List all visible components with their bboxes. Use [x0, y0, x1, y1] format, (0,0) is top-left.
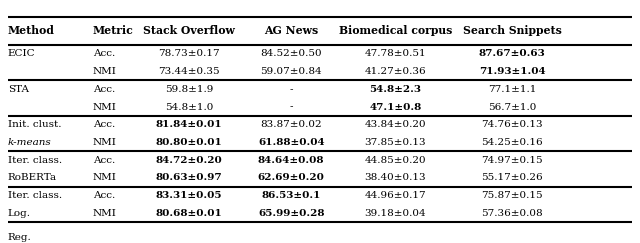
Text: Iter. class.: Iter. class.	[8, 191, 62, 200]
Text: -: -	[289, 85, 293, 94]
Text: 71.93±1.04: 71.93±1.04	[479, 67, 545, 76]
Text: 81.84±0.01: 81.84±0.01	[156, 120, 222, 129]
Text: 75.87±0.15: 75.87±0.15	[481, 191, 543, 200]
Text: 57.36±0.08: 57.36±0.08	[481, 209, 543, 218]
Text: 74.97±0.15: 74.97±0.15	[481, 156, 543, 165]
Text: Init. clust.: Init. clust.	[8, 120, 61, 129]
Text: Acc.: Acc.	[93, 85, 115, 94]
Text: 55.17±0.26: 55.17±0.26	[481, 174, 543, 182]
Text: 77.1±1.1: 77.1±1.1	[488, 85, 536, 94]
Text: 54.25±0.16: 54.25±0.16	[481, 138, 543, 147]
Text: 54.8±2.3: 54.8±2.3	[369, 85, 422, 94]
Text: 84.72±0.20: 84.72±0.20	[156, 156, 222, 165]
Text: 39.18±0.04: 39.18±0.04	[365, 209, 426, 218]
Text: 54.8±1.0: 54.8±1.0	[164, 103, 213, 112]
Text: 83.87±0.02: 83.87±0.02	[260, 120, 322, 129]
Text: Stack Overflow: Stack Overflow	[143, 26, 235, 36]
Text: NMI: NMI	[93, 103, 116, 112]
Text: 74.76±0.13: 74.76±0.13	[481, 120, 543, 129]
Text: 61.88±0.04: 61.88±0.04	[258, 138, 324, 147]
Text: NMI: NMI	[93, 209, 116, 218]
Text: 80.68±0.01: 80.68±0.01	[156, 209, 222, 218]
Text: AG News: AG News	[264, 26, 318, 36]
Text: 65.99±0.28: 65.99±0.28	[258, 209, 324, 218]
Text: Acc.: Acc.	[93, 156, 115, 165]
Text: RoBERTa: RoBERTa	[8, 174, 57, 182]
Text: 84.52±0.50: 84.52±0.50	[260, 49, 322, 58]
Text: NMI: NMI	[93, 67, 116, 76]
Text: 41.27±0.36: 41.27±0.36	[365, 67, 426, 76]
Text: 47.1±0.8: 47.1±0.8	[369, 103, 422, 112]
Text: Biomedical corpus: Biomedical corpus	[339, 26, 452, 36]
Text: ECIC: ECIC	[8, 49, 35, 58]
Text: 83.31±0.05: 83.31±0.05	[156, 191, 222, 200]
Text: Acc.: Acc.	[93, 49, 115, 58]
Text: 47.78±0.51: 47.78±0.51	[365, 49, 426, 58]
Text: 73.44±0.35: 73.44±0.35	[158, 67, 220, 76]
Text: Log.: Log.	[8, 209, 31, 218]
Text: Metric: Metric	[93, 26, 134, 36]
Text: 38.40±0.13: 38.40±0.13	[365, 174, 426, 182]
Text: -: -	[289, 103, 293, 112]
Text: 86.53±0.1: 86.53±0.1	[262, 191, 321, 200]
Text: Method: Method	[8, 26, 54, 36]
Text: Acc.: Acc.	[93, 120, 115, 129]
Text: 62.69±0.20: 62.69±0.20	[258, 174, 324, 182]
Text: 56.7±1.0: 56.7±1.0	[488, 103, 536, 112]
Text: 44.96±0.17: 44.96±0.17	[365, 191, 426, 200]
Text: 59.8±1.9: 59.8±1.9	[164, 85, 213, 94]
Text: Iter. class.: Iter. class.	[8, 156, 62, 165]
Text: Acc.: Acc.	[93, 191, 115, 200]
Text: NMI: NMI	[93, 138, 116, 147]
Text: NMI: NMI	[93, 174, 116, 182]
Text: 84.64±0.08: 84.64±0.08	[258, 156, 324, 165]
Text: 43.84±0.20: 43.84±0.20	[365, 120, 426, 129]
Text: 87.67±0.63: 87.67±0.63	[479, 49, 545, 58]
Text: 80.63±0.97: 80.63±0.97	[156, 174, 222, 182]
Text: Search Snippets: Search Snippets	[463, 26, 561, 36]
Text: 78.73±0.17: 78.73±0.17	[158, 49, 220, 58]
Text: STA: STA	[8, 85, 29, 94]
Text: 37.85±0.13: 37.85±0.13	[365, 138, 426, 147]
Text: k-means: k-means	[8, 138, 51, 147]
Text: 80.80±0.01: 80.80±0.01	[156, 138, 222, 147]
Text: Reg.: Reg.	[8, 233, 31, 242]
Text: 59.07±0.84: 59.07±0.84	[260, 67, 322, 76]
Text: 44.85±0.20: 44.85±0.20	[365, 156, 426, 165]
